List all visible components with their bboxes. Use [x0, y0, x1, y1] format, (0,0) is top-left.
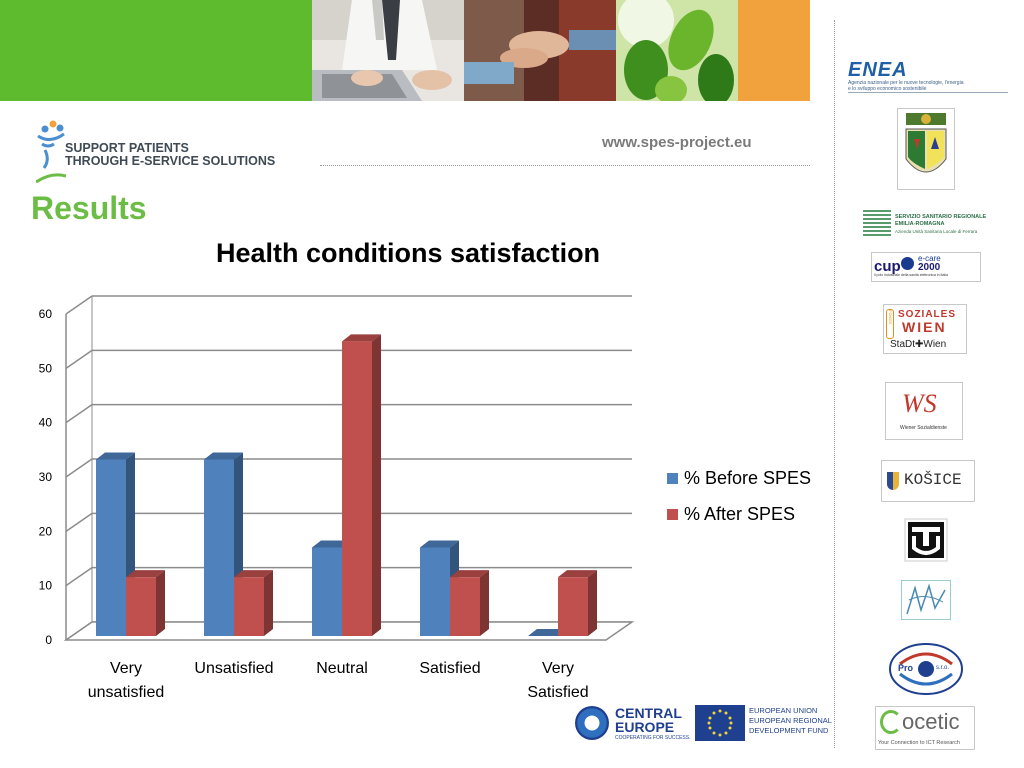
bar-after-0 [126, 570, 165, 636]
y-tick-label: 20 [39, 524, 53, 538]
banner-green-block [0, 0, 312, 101]
y-tick-label: 30 [39, 470, 53, 484]
legend-swatch-after [667, 508, 678, 520]
eu-line-2: EUROPEAN REGIONAL [749, 716, 832, 725]
central-europe-line-2: EUROPE [615, 719, 675, 735]
ocetic-ring-icon [880, 710, 902, 734]
x-tick-label: Very unsatisfied [88, 660, 165, 701]
ssr-text: SERVIZIO SANITARIO REGIONALE EMILIA-ROMA… [895, 214, 986, 235]
legend-item-after: % After SPES [667, 504, 827, 524]
chart-bars [96, 334, 597, 636]
cup2000-circle-icon [901, 257, 914, 270]
ssr-emilia-romagna-logo: SERVIZIO SANITARIO REGIONALE EMILIA-ROMA… [863, 208, 993, 236]
banner-photo-doctor-laptop [312, 0, 464, 101]
sidebar-divider [834, 20, 835, 748]
banner-photo-green-leaves [616, 0, 738, 106]
enea-logo: ENEA Agenzia nazionale per le nuove tecn… [848, 60, 1008, 94]
ocetic-tagline: Your Connection to ICT Research [878, 740, 960, 746]
y-tick-label: 0 [45, 633, 52, 647]
fsw-line-2: WIEN [902, 319, 947, 335]
gridline-side [65, 512, 93, 532]
x-axis-labels: Very unsatisfied Unsatisfied Neutral Satisfi… [88, 660, 589, 701]
bar-after-2 [342, 334, 381, 636]
legend-item-before: % Before SPES [667, 468, 827, 488]
banner-orange-block [738, 0, 810, 101]
gridline-side [65, 349, 93, 369]
bar-after-1 [234, 570, 273, 636]
enea-subtitle-2: e lo sviluppo economico sostenibile [848, 86, 1008, 93]
y-axis-ticks: 0 10 20 30 40 50 60 [39, 307, 53, 647]
gridline-side [65, 295, 93, 315]
central-europe-icon [575, 706, 609, 740]
brand-line-1: SUPPORT PATIENTS [65, 141, 189, 155]
x-tick-label: Very Satisfied [527, 660, 588, 701]
central-europe-text: CENTRAL EUROPE [615, 706, 682, 734]
fsw-line-1: SOZIALES [898, 309, 957, 320]
gridline-side [65, 567, 93, 587]
x-tick-label: Satisfied [419, 660, 480, 677]
enea-logo-mark: ENEA [848, 59, 908, 81]
procon-text-left: Pro [898, 663, 914, 673]
y-tick-label: 10 [39, 579, 53, 593]
banner-photo-holding-hands [464, 0, 616, 101]
cup2000-cup: cup [874, 258, 901, 275]
ssr-line-2: EMILIA-ROMAGNA [895, 221, 945, 227]
cup2000-ecare: e-care [918, 254, 941, 263]
legend-swatch-before [667, 472, 678, 484]
bar-after-3 [450, 570, 489, 636]
gridline-side [65, 404, 93, 424]
bar-chart: 0 10 20 30 40 50 60 Very unsatisfied Unsatisfied… [39, 295, 635, 701]
cup2000-logo: cup e-care 2000 il polo industriale dell… [871, 252, 981, 282]
brand-line-2: THROUGH E-SERVICE SOLUTIONS [65, 154, 276, 168]
ws-mark: WS [902, 389, 937, 418]
y-tick-label: 60 [39, 307, 53, 321]
y-tick-label: 50 [39, 361, 53, 375]
bar-before-3 [420, 540, 459, 636]
cup2000-subtitle: il polo industriale della sanità elettro… [874, 273, 948, 277]
brand-tagline: SUPPORT PATIENTS THROUGH E-SERVICE SOLUT… [65, 142, 275, 168]
header-divider [320, 165, 810, 166]
section-title: Results [31, 190, 147, 226]
fsw-side-label: FONDS [886, 309, 894, 339]
bar-before-4 [528, 629, 567, 636]
ssr-line-1: SERVIZIO SANITARIO REGIONALE [895, 214, 987, 220]
eu-erdf-logo: EUROPEAN UNION EUROPEAN REGIONAL DEVELOP… [695, 704, 832, 742]
eu-line-1: EUROPEAN UNION [749, 706, 818, 715]
x-tick-label: Neutral [316, 660, 368, 677]
eu-flag-icon [695, 705, 745, 741]
ferrara-province-crest [897, 108, 955, 190]
kosice-name: KOŠICE [904, 471, 962, 489]
spes-logo-icon [35, 118, 67, 184]
y-tick-label: 40 [39, 416, 53, 430]
enea-subtitle-1: Agenzia nazionale per le nuove tecnologi… [848, 80, 964, 86]
legend-label-after: % After SPES [684, 503, 796, 524]
ws-subtitle: Wiener Sozialdienste [900, 425, 947, 431]
kosice-logo: KOŠICE [881, 460, 975, 502]
tuke-university-logo [904, 518, 948, 562]
ocetic-logo: ocetic Your Connection to ICT Research [875, 706, 975, 750]
kosice-crest-icon [887, 472, 899, 490]
cup2000-year: 2000 [918, 262, 941, 273]
ocetic-name: ocetic [902, 709, 960, 734]
fonds-soziales-wien-logo: FONDS SOZIALES WIEN StaDt✚Wien [883, 304, 967, 354]
central-europe-line-1: CENTRAL [615, 705, 682, 721]
legend-label-before: % Before SPES [684, 467, 812, 488]
chart-title: Health conditions satisfaction [216, 238, 601, 268]
bar-after-4 [558, 570, 597, 636]
procon-text-right: s.r.o. [936, 665, 950, 671]
eu-erdf-text: EUROPEAN UNION EUROPEAN REGIONAL DEVELOP… [749, 706, 832, 736]
central-europe-subtitle: COOPERATING FOR SUCCESS. [615, 735, 691, 741]
ssr-grid-icon [863, 208, 891, 236]
procon-logo: Pro s.r.o. [888, 642, 964, 696]
x-tick-label: Unsatisfied [194, 660, 273, 677]
ssr-line-3: Azienda Unità Sanitaria Locale di Ferrar… [895, 229, 978, 234]
chart-legend: % Before SPES % After SPES [667, 468, 827, 524]
wiener-sozialdienste-logo: WS Wiener Sozialdienste [885, 382, 963, 440]
university-sketch-logo [901, 580, 951, 620]
fsw-city: StaDt✚Wien [890, 339, 947, 350]
gridline-side [65, 458, 93, 478]
eu-line-3: DEVELOPMENT FUND [749, 726, 829, 735]
website-url: www.spes-project.eu [602, 134, 752, 151]
central-europe-logo: CENTRAL EUROPE COOPERATING FOR SUCCESS. [575, 704, 691, 744]
